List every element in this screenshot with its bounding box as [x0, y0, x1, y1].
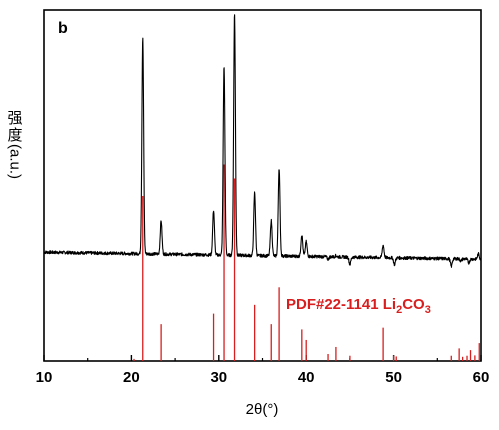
- x-tick-label-10: 10: [36, 369, 53, 386]
- reference-sticks: [134, 164, 479, 361]
- y-axis-title-cjk: 强度: [4, 110, 26, 144]
- x-axis-ticks: [44, 355, 481, 361]
- reference-label-mid: CO: [402, 296, 425, 313]
- y-axis-title: 强度 (a.u.): [4, 110, 26, 179]
- reference-label: PDF#22-1141 Li2CO3: [286, 296, 431, 316]
- reference-label-sub2: 3: [425, 304, 431, 316]
- x-tick-label-30: 30: [210, 369, 227, 386]
- panel-label: b: [58, 20, 68, 37]
- x-axis-title: 2θ(°): [246, 401, 279, 418]
- x-tick-label-60: 60: [473, 369, 490, 386]
- y-axis-title-unit: (a.u.): [7, 144, 24, 179]
- x-axis-tick-labels: 10 20 30 40 50 60: [36, 369, 490, 386]
- x-tick-label-20: 20: [123, 369, 140, 386]
- x-tick-label-40: 40: [298, 369, 315, 386]
- reference-label-main: PDF#22-1141 Li: [286, 296, 396, 313]
- measured-pattern-line: [44, 15, 481, 268]
- x-tick-label-50: 50: [385, 369, 402, 386]
